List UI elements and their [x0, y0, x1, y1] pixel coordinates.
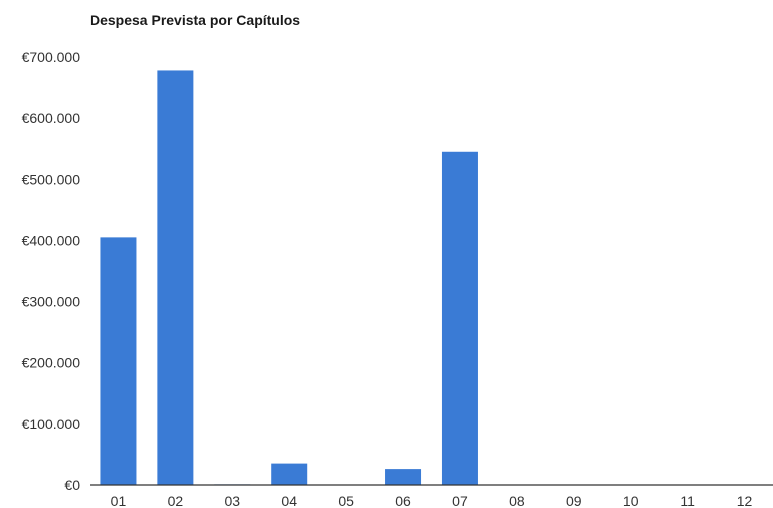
- y-tick-label: €400.000: [22, 232, 81, 248]
- bar-06[interactable]: [385, 469, 422, 485]
- x-tick-label: 12: [737, 493, 753, 508]
- x-tick-label: 06: [395, 493, 411, 508]
- x-tick-label: 08: [509, 493, 525, 508]
- x-tick-label: 05: [338, 493, 354, 508]
- x-tick-label: 10: [623, 493, 639, 508]
- x-tick-label: 09: [566, 493, 582, 508]
- x-tick-label: 01: [111, 493, 127, 508]
- y-tick-label: €300.000: [22, 294, 81, 310]
- bar-01[interactable]: [100, 237, 137, 485]
- y-tick-label: €700.000: [22, 49, 81, 65]
- x-tick-label: 04: [281, 493, 297, 508]
- y-tick-label: €100.000: [22, 416, 81, 432]
- x-tick-label: 11: [680, 493, 695, 508]
- y-tick-label: €600.000: [22, 110, 81, 126]
- x-tick-label: 03: [225, 493, 241, 508]
- bar-04[interactable]: [271, 463, 308, 485]
- x-tick-label: 02: [168, 493, 184, 508]
- y-tick-label: €0: [64, 477, 80, 493]
- y-tick-label: €200.000: [22, 355, 81, 371]
- y-tick-label: €500.000: [22, 171, 81, 187]
- bar-02[interactable]: [157, 70, 194, 486]
- bar-07[interactable]: [441, 151, 478, 485]
- x-tick-label: 07: [452, 493, 468, 508]
- chart-title: Despesa Prevista por Capítulos: [90, 12, 301, 28]
